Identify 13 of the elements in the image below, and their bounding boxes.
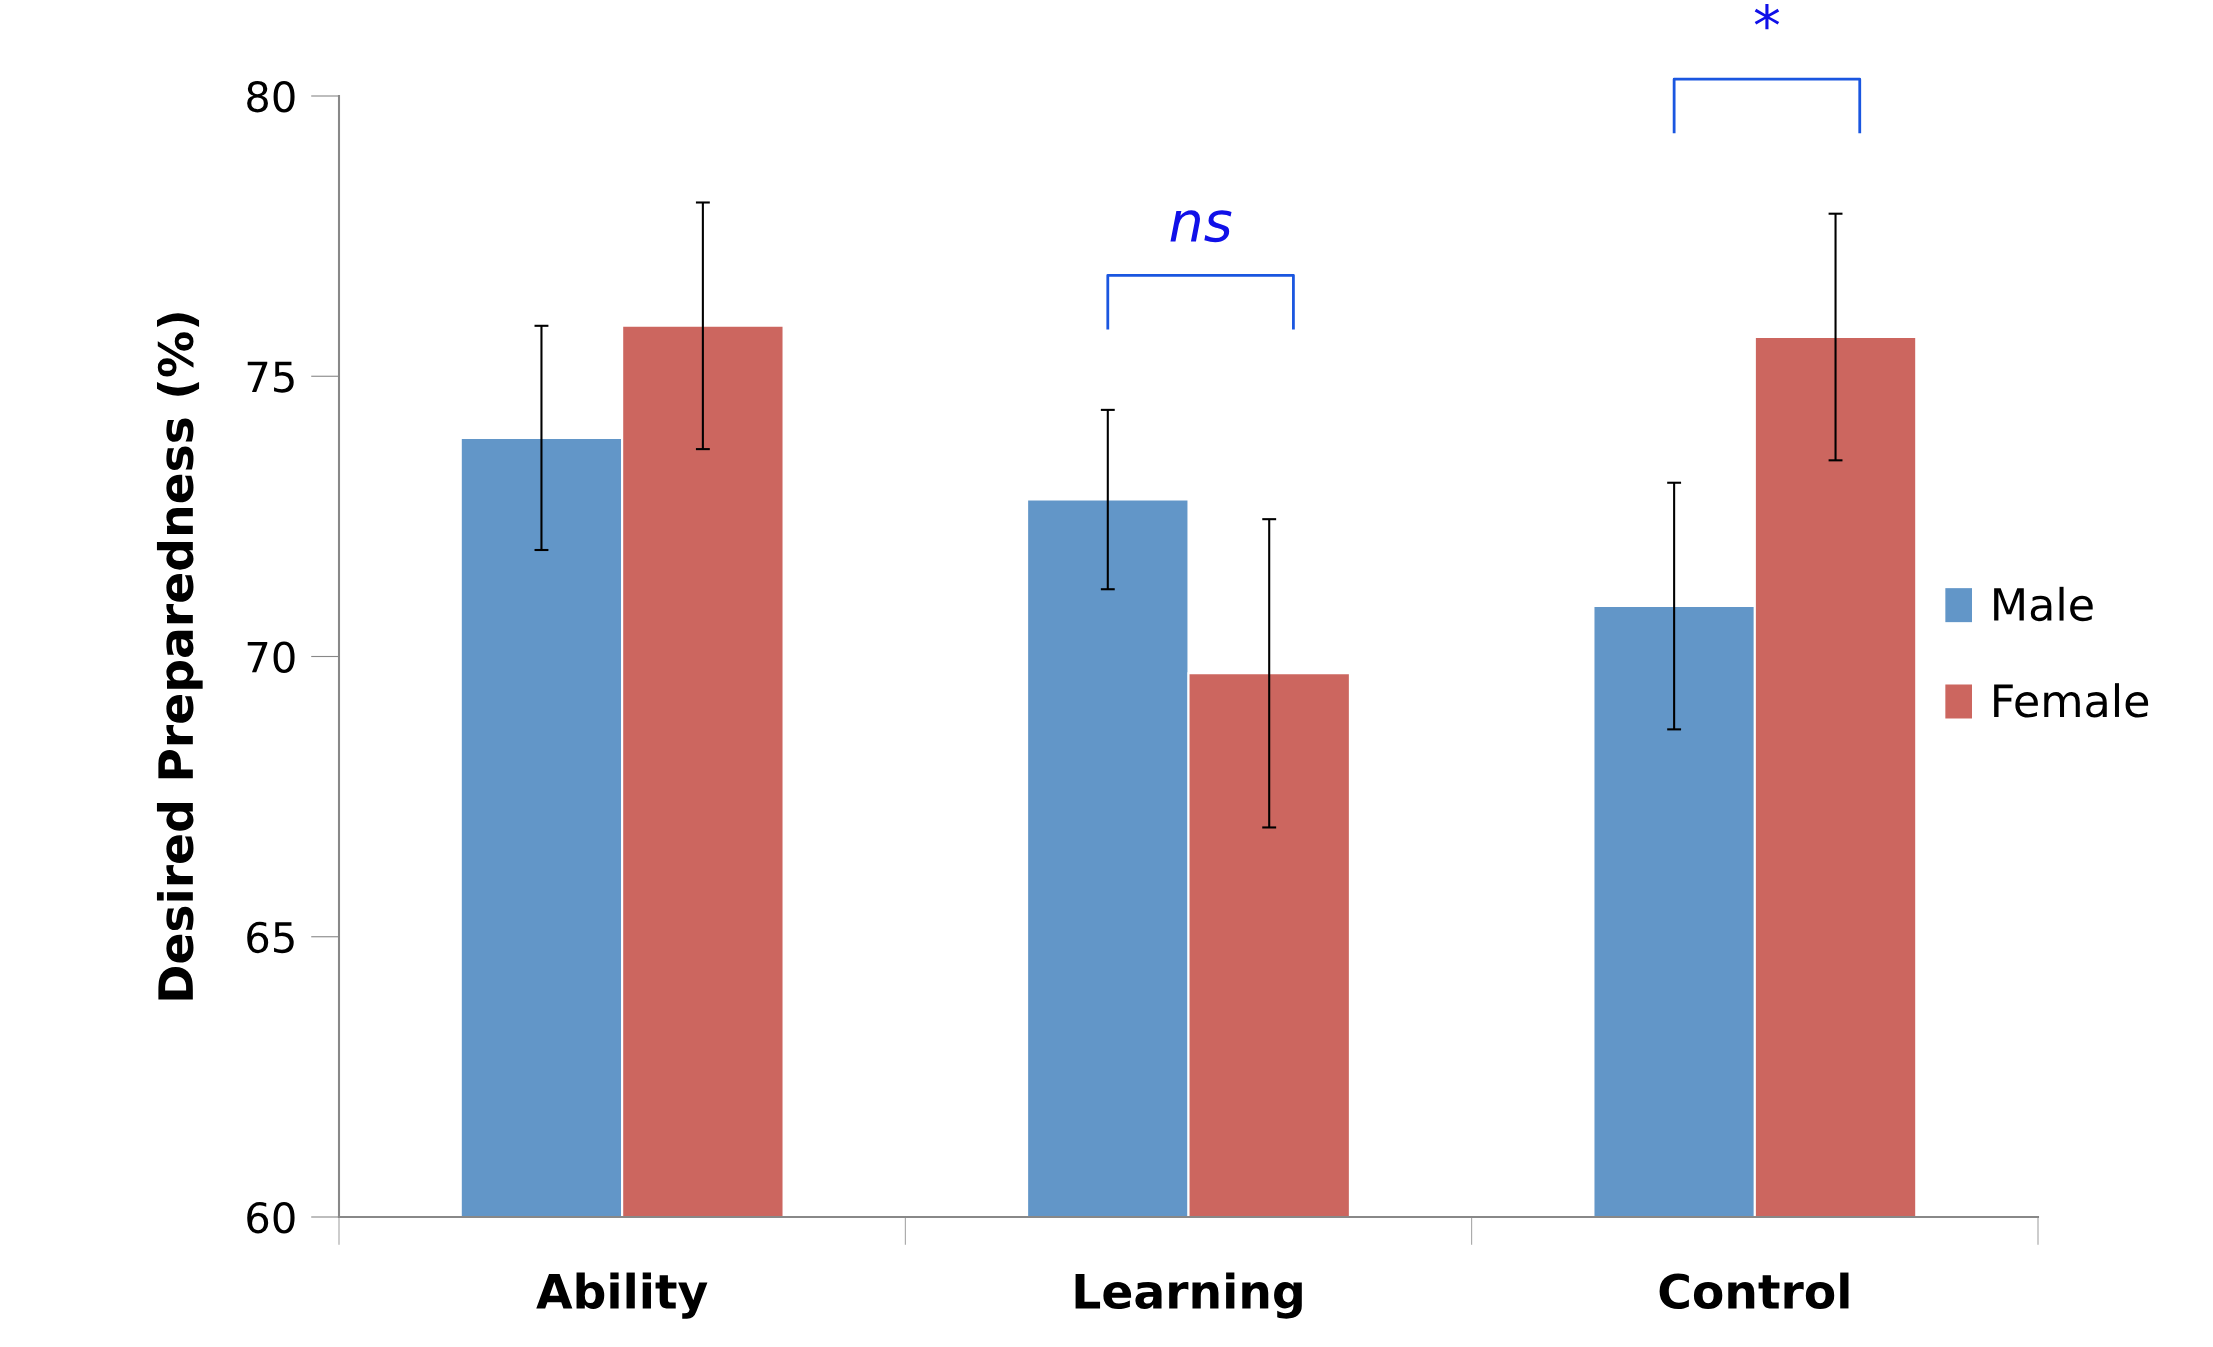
annotation: ns [1170, 210, 1232, 243]
y-tick-label: 80 [247, 80, 295, 113]
y-tick-label: 70 [247, 641, 295, 673]
y-tick-label: 75 [247, 361, 294, 393]
y-tick-label: 65 [247, 921, 294, 954]
x-tick-label: Control [1659, 1272, 1849, 1310]
x-tick-label: Ability [536, 1272, 708, 1319]
y-tick-label: 60 [247, 1201, 295, 1234]
x-tick-label: Learning [1075, 1272, 1302, 1319]
y-axis-title: Desired Preparedness (%) [156, 313, 203, 1000]
legend-label: Female [1994, 683, 2149, 718]
text: * [1754, 3, 1780, 30]
legend-label: Male [1994, 586, 2093, 622]
